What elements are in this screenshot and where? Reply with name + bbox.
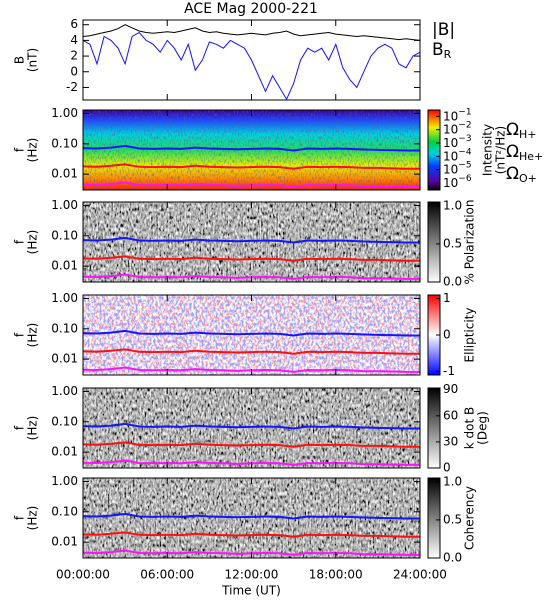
y-tick-label: 0.01	[51, 535, 78, 549]
y-tick-label: 0	[70, 64, 78, 78]
colorbar-label: Intensity	[481, 124, 495, 176]
colorbar	[427, 387, 441, 469]
chart-title: ACE Mag 2000-221	[184, 1, 318, 17]
y-tick-label: 1.00	[51, 384, 78, 398]
colorbar-tick-label: 1.0	[443, 474, 462, 488]
y-tick-label: 0.01	[51, 352, 78, 366]
y-axis-label: f	[13, 332, 27, 337]
legend-label: ΩO+	[506, 164, 537, 185]
y-axis-label: (nT)	[26, 48, 40, 72]
y-axis-label: (Hz)	[26, 138, 40, 163]
y-tick-label: 0.10	[51, 228, 78, 242]
series-line	[83, 236, 420, 244]
series-line	[83, 144, 420, 152]
colorbar-label: % Polarization	[463, 200, 477, 285]
y-tick-label: 0.01	[51, 445, 78, 459]
colorbar-tick-label: 0.0	[443, 551, 462, 565]
series-line	[83, 163, 420, 170]
y-tick-label: -2	[66, 80, 78, 94]
legend-label: ΩH+	[506, 120, 537, 141]
y-tick-label: 0.10	[51, 414, 78, 428]
series-line	[83, 255, 420, 262]
colorbar-tick-label: 10−6	[443, 174, 472, 190]
series-line	[83, 348, 420, 355]
x-tick-label: 18:00:00	[309, 568, 363, 582]
colorbar-tick-label: 0.5	[443, 512, 462, 526]
colorbar	[427, 109, 441, 191]
y-tick-label: 2	[70, 49, 78, 63]
colorbar-label: Coherency	[463, 486, 477, 550]
x-tick-label: 24:00:00	[393, 568, 447, 582]
x-tick-label: 12:00:00	[225, 568, 279, 582]
series-line	[83, 24, 420, 41]
colorbar	[427, 477, 441, 559]
y-axis-label: f	[13, 425, 27, 430]
colorbar-label: Ellipticity	[463, 308, 477, 363]
y-tick-label: 0.01	[51, 259, 78, 273]
colorbar-tick-label: 90	[443, 382, 458, 396]
colorbar-label: k dot B	[463, 407, 477, 449]
colorbar-tick-label: 0	[443, 328, 451, 342]
y-axis-label: (Hz)	[26, 323, 40, 348]
y-tick-label: 1.00	[51, 198, 78, 212]
series-line	[83, 31, 420, 100]
colorbar-label: (Deg)	[476, 411, 490, 445]
y-axis-label: B	[13, 56, 27, 64]
series-line	[83, 441, 420, 448]
legend-label: ΩHe+	[506, 142, 543, 163]
series-line	[83, 329, 420, 337]
colorbar-tick-label: 0.0	[443, 275, 462, 289]
series-line	[83, 422, 420, 430]
y-tick-label: 0.10	[51, 321, 78, 335]
colorbar	[427, 201, 441, 283]
series-group	[83, 24, 420, 100]
y-tick-label: 4	[70, 33, 78, 47]
colorbar-tick-label: 10−5	[443, 160, 472, 176]
y-tick-label: 1.00	[51, 291, 78, 305]
colorbar-tick-label: 10−4	[443, 147, 472, 163]
y-tick-label: 6	[70, 17, 78, 31]
colorbar-label: (nT²/Hz)	[494, 126, 508, 174]
y-tick-label: 0.01	[51, 167, 78, 181]
colorbar-tick-label: 30	[443, 434, 458, 448]
y-axis-label: f	[13, 147, 27, 152]
colorbar-tick-label: 0	[443, 461, 451, 475]
colorbar-tick-label: -1	[443, 364, 455, 378]
y-tick-label: 1.00	[51, 474, 78, 488]
x-tick-label: 06:00:00	[140, 568, 194, 582]
colorbar-tick-label: 1	[443, 291, 451, 305]
y-axis-label: f	[13, 515, 27, 520]
colorbar-tick-label: 10−3	[443, 134, 472, 150]
y-axis-label: (Hz)	[26, 230, 40, 255]
legend-label: BR	[432, 40, 452, 61]
colorbar-tick-label: 10−1	[443, 107, 472, 123]
colorbar-tick-label: 10−2	[443, 120, 472, 136]
legend-label: |B|	[432, 20, 455, 40]
y-axis-label: (Hz)	[26, 416, 40, 441]
colorbar-tick-label: 1.0	[443, 198, 462, 212]
colorbar-tick-label: 0.5	[443, 236, 462, 250]
colorbar-tick-label: 60	[443, 408, 458, 422]
series-line	[83, 512, 420, 520]
y-tick-label: 0.10	[51, 136, 78, 150]
x-axis-label: Time (UT)	[221, 584, 281, 598]
y-axis-label: f	[13, 239, 27, 244]
series-line	[83, 531, 420, 538]
y-axis-label: (Hz)	[26, 506, 40, 531]
x-tick-label: 00:00:00	[56, 568, 110, 582]
y-tick-label: 0.10	[51, 504, 78, 518]
y-tick-label: 1.00	[51, 106, 78, 120]
